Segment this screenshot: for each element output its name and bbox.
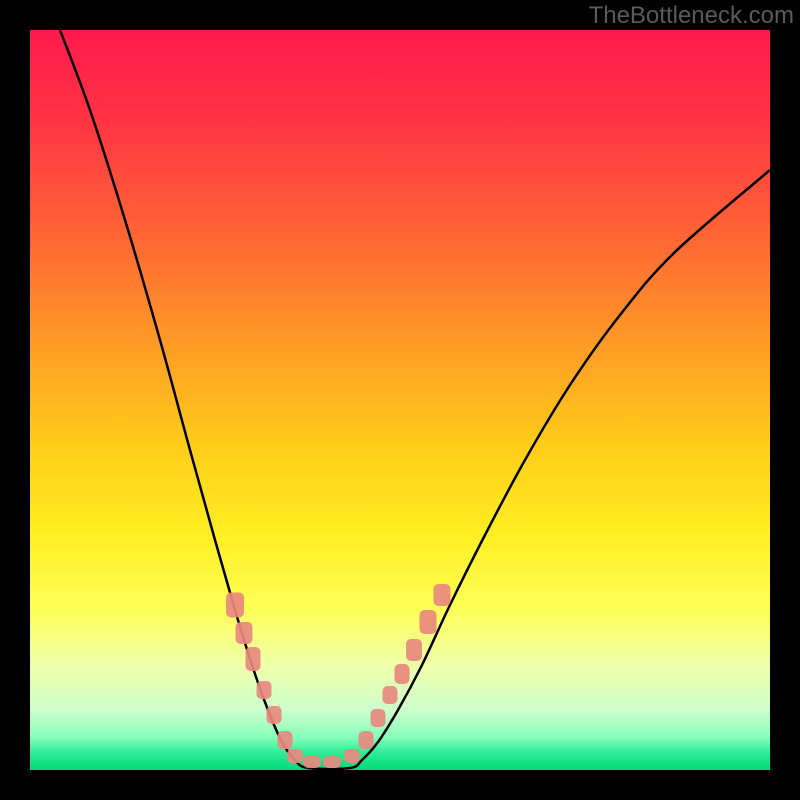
curve-marker <box>406 639 422 661</box>
curve-marker <box>257 681 272 699</box>
curve-marker <box>323 756 341 768</box>
curve-marker <box>246 647 261 671</box>
chart-svg <box>30 30 770 770</box>
curve-marker <box>420 610 437 634</box>
curve-marker <box>395 664 410 684</box>
curve-marker <box>359 731 374 749</box>
curve-marker <box>371 709 386 727</box>
curve-marker <box>303 756 321 768</box>
curve-marker <box>383 686 398 704</box>
watermark-text: TheBottleneck.com <box>589 2 794 30</box>
curve-marker <box>344 749 360 763</box>
curve-marker <box>236 622 253 644</box>
curve-marker <box>226 593 244 618</box>
chart-frame: TheBottleneck.com <box>0 0 800 800</box>
gradient-background <box>30 30 770 770</box>
curve-marker <box>278 731 293 749</box>
curve-marker <box>287 749 303 763</box>
curve-marker <box>267 706 282 724</box>
curve-marker <box>434 584 451 606</box>
plot-area <box>30 30 770 770</box>
